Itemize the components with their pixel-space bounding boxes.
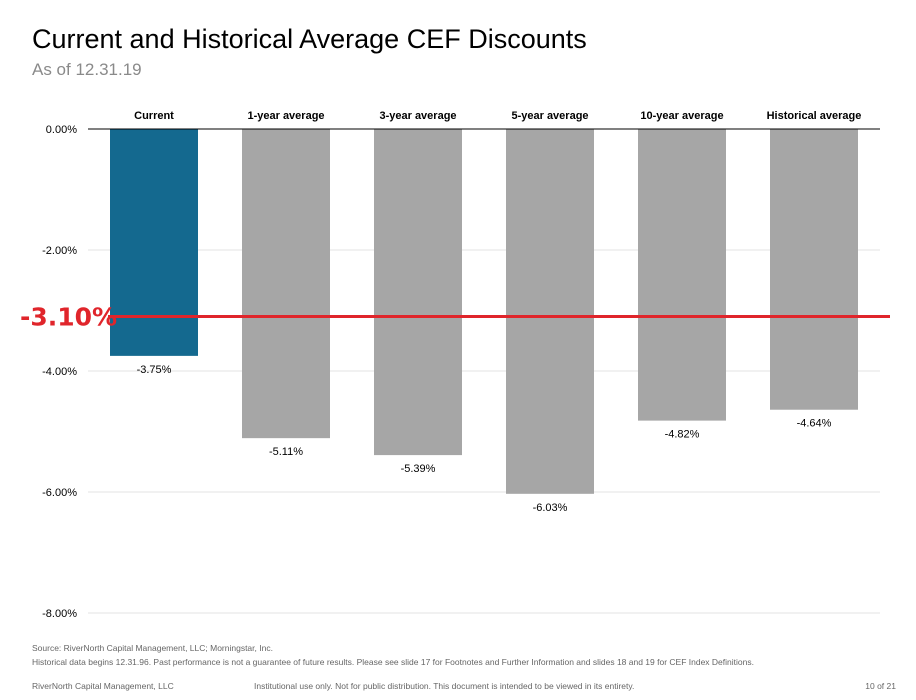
source-note: Source: RiverNorth Capital Management, L… xyxy=(32,643,273,653)
category-label: 1-year average xyxy=(247,110,324,122)
data-label: -5.39% xyxy=(401,463,436,475)
data-label: -5.11% xyxy=(269,446,303,458)
reference-line-label: -3.10% xyxy=(20,303,117,332)
y-tick-label: -8.00% xyxy=(42,608,77,620)
chart-subtitle: As of 12.31.19 xyxy=(32,60,142,79)
data-label: -6.03% xyxy=(533,502,568,514)
bar xyxy=(638,129,726,421)
bar xyxy=(242,129,330,439)
category-label: Current xyxy=(134,110,174,122)
bar xyxy=(374,129,462,456)
bar xyxy=(110,129,198,356)
y-tick-label: -6.00% xyxy=(42,487,77,499)
page-number: 10 of 21 xyxy=(865,681,896,691)
company-name: RiverNorth Capital Management, LLC xyxy=(32,681,174,691)
y-tick-label: 0.00% xyxy=(46,124,77,136)
bar xyxy=(506,129,594,494)
bar xyxy=(770,129,858,410)
bar-chart: 0.00% -2.00% -4.00% -6.00% -8.00% -3.75% Curre… xyxy=(20,110,890,620)
category-label: 3-year average xyxy=(379,110,456,122)
historical-note: Historical data begins 12.31.96. Past pe… xyxy=(32,657,754,667)
data-label: -3.75% xyxy=(137,364,172,376)
category-label: 5-year average xyxy=(511,110,588,122)
category-label: 10-year average xyxy=(640,110,723,122)
chart-title: Current and Historical Average CEF Disco… xyxy=(32,24,587,54)
data-label: -4.82% xyxy=(665,429,700,441)
y-tick-label: -4.00% xyxy=(42,366,77,378)
category-label: Historical average xyxy=(767,110,862,122)
y-tick-label: -2.00% xyxy=(42,245,77,257)
disclaimer: Institutional use only. Not for public d… xyxy=(254,681,635,691)
data-label: -4.64% xyxy=(797,418,832,430)
